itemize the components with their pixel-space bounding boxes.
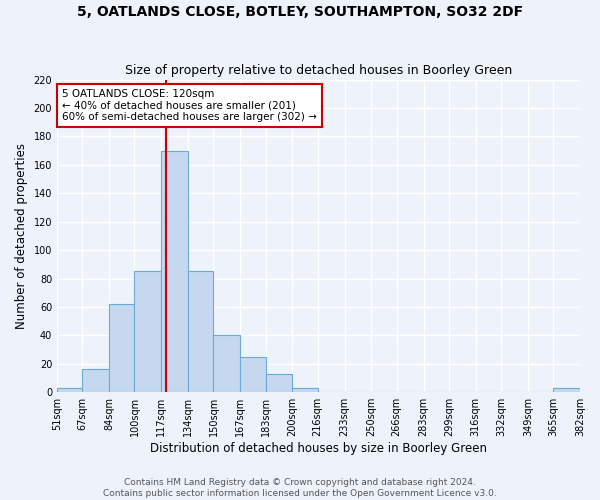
Bar — [214, 336, 241, 392]
Text: Contains HM Land Registry data © Crown copyright and database right 2024.
Contai: Contains HM Land Registry data © Crown c… — [103, 478, 497, 498]
Y-axis label: Number of detached properties: Number of detached properties — [15, 143, 28, 329]
Bar — [134, 272, 161, 392]
Bar — [57, 388, 82, 392]
Bar — [82, 370, 109, 392]
Bar — [292, 388, 318, 392]
Bar — [161, 150, 188, 392]
Title: Size of property relative to detached houses in Boorley Green: Size of property relative to detached ho… — [125, 64, 512, 77]
Text: 5 OATLANDS CLOSE: 120sqm
← 40% of detached houses are smaller (201)
60% of semi-: 5 OATLANDS CLOSE: 120sqm ← 40% of detach… — [62, 89, 317, 122]
X-axis label: Distribution of detached houses by size in Boorley Green: Distribution of detached houses by size … — [150, 442, 487, 455]
Bar — [188, 272, 214, 392]
Bar — [109, 304, 134, 392]
Bar — [553, 388, 580, 392]
Text: 5, OATLANDS CLOSE, BOTLEY, SOUTHAMPTON, SO32 2DF: 5, OATLANDS CLOSE, BOTLEY, SOUTHAMPTON, … — [77, 5, 523, 19]
Bar — [266, 374, 292, 392]
Bar — [241, 356, 266, 392]
